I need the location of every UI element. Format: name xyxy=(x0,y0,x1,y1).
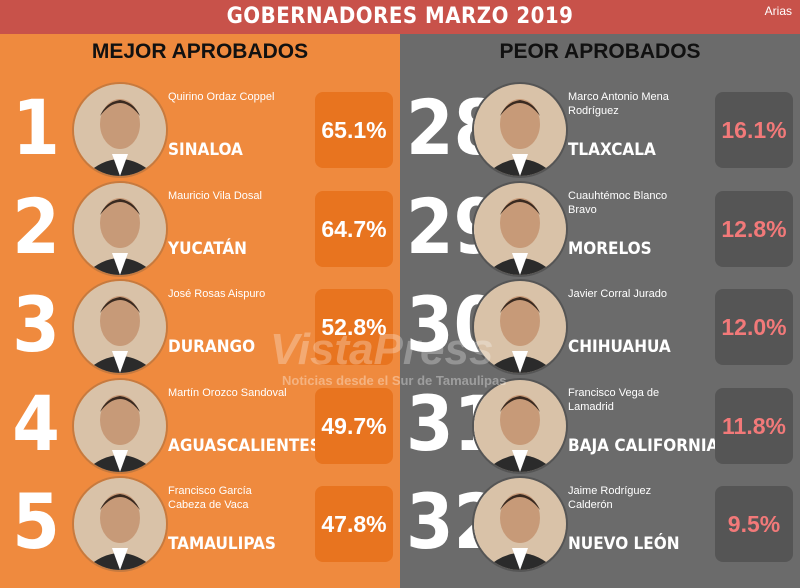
governor-name: Quirino Ordaz Coppel xyxy=(168,91,275,103)
approval: 11.8% xyxy=(715,387,793,464)
governor-name: Javier Corral Jurado xyxy=(568,288,668,300)
approval: 9.5% xyxy=(715,486,793,562)
portrait xyxy=(472,377,568,474)
state: MORELOS xyxy=(568,238,652,259)
state: SINALOA xyxy=(168,140,243,160)
rank: 28 xyxy=(406,83,502,172)
governor-name: Martín Orozco Sandoval xyxy=(168,386,287,399)
portrait xyxy=(472,279,568,375)
watermark-tagline: Noticias desde el Sur de Tamaulipas xyxy=(282,373,507,388)
portrait xyxy=(74,84,166,176)
rank: 4 xyxy=(12,378,60,468)
rank: 32 xyxy=(406,477,502,566)
governor-name: José Rosas Aispuro xyxy=(168,288,266,300)
state: DURANGO xyxy=(168,337,256,357)
state: YUCATÁN xyxy=(168,238,247,259)
portrait xyxy=(474,478,566,570)
state: BAJA CALIFORNIA xyxy=(568,435,719,456)
governor-name: Francisco García Cabeza de Vaca xyxy=(168,485,252,511)
approval: 49.7% xyxy=(315,387,393,464)
section-title: PEOR APROBADOS xyxy=(499,40,701,63)
state: CHIHUAHUA xyxy=(568,337,671,357)
approval: 47.8% xyxy=(315,486,393,562)
portrait xyxy=(474,379,566,472)
portrait xyxy=(474,84,566,176)
governor-name: Francisco Vega de Lamadrid xyxy=(568,386,660,413)
portrait xyxy=(72,180,168,277)
portrait xyxy=(74,379,166,472)
portrait xyxy=(74,182,166,275)
approval: 12.0% xyxy=(715,289,793,365)
approval: 65.1% xyxy=(315,92,393,168)
portrait xyxy=(472,476,568,572)
governor-name: Jaime Rodríguez Calderón xyxy=(568,485,652,511)
portrait xyxy=(472,180,568,277)
portrait xyxy=(74,478,166,570)
state: TAMAULIPAS xyxy=(168,534,276,554)
portrait xyxy=(72,476,168,572)
state: AGUASCALIENTES xyxy=(168,435,321,456)
approval: 16.1% xyxy=(715,92,793,168)
portrait xyxy=(72,82,168,178)
approval: 12.8% xyxy=(715,190,793,267)
portrait xyxy=(72,377,168,474)
approval: 64.7% xyxy=(315,190,393,267)
governor-name: Marco Antonio Mena Rodríguez xyxy=(568,91,669,117)
title: GOBERNADORES MARZO 2019 xyxy=(0,0,800,34)
logo: Arias xyxy=(764,4,792,18)
portrait xyxy=(74,281,166,373)
state: TLAXCALA xyxy=(568,140,656,160)
portrait xyxy=(472,82,568,178)
rank: 5 xyxy=(12,477,60,566)
rank: 29 xyxy=(406,181,502,271)
governor-name: Cuauhtémoc Blanco Bravo xyxy=(568,189,668,216)
watermark: VistaPress xyxy=(270,325,494,374)
portrait xyxy=(474,182,566,275)
rank: 3 xyxy=(12,280,60,369)
rank: 2 xyxy=(12,181,60,271)
section-title: MEJOR APROBADOS xyxy=(91,40,309,63)
governor-name: Mauricio Vila Dosal xyxy=(168,189,262,202)
rank: 1 xyxy=(12,83,60,172)
approval: 52.8% xyxy=(315,289,393,365)
state: NUEVO LEÓN xyxy=(568,534,680,554)
rank: 31 xyxy=(406,378,502,468)
portrait xyxy=(474,281,566,373)
portrait xyxy=(72,279,168,375)
